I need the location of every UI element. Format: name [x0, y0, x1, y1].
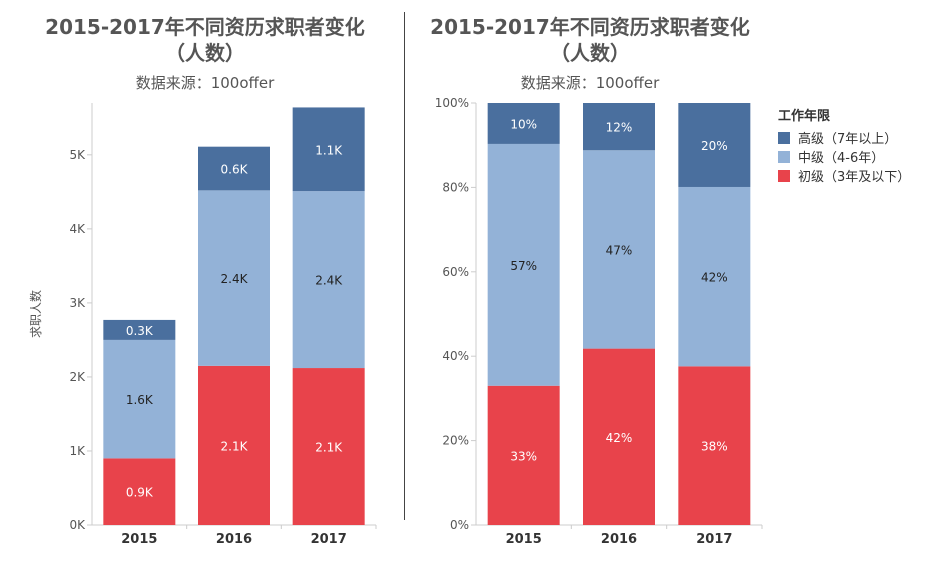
legend-item-junior[interactable]: 初级（3年及以下） — [778, 166, 910, 185]
chart1-bar-2015-2 — [487, 103, 560, 144]
chart0-data-label: 2.1K — [315, 441, 343, 455]
chart1-xtick-label: 2016 — [601, 532, 637, 547]
chart1-data-label: 57% — [510, 259, 537, 273]
chart1-data-label: 12% — [606, 121, 633, 135]
legend: 工作年限 高级（7年以上） 中级（4-6年） 初级（3年及以下） — [778, 105, 910, 185]
chart0-bar-2015-0 — [103, 458, 176, 525]
chart0-ytick-label: 5K — [69, 148, 86, 162]
legend-swatch-mid — [778, 150, 790, 163]
chart0-bar-2016-1 — [198, 190, 270, 366]
legend-item-senior[interactable]: 高级（7年以上） — [778, 128, 910, 147]
chart0-data-label: 1.1K — [315, 143, 343, 157]
chart1-bar-2017-1 — [678, 186, 751, 367]
chart1-data-label: 42% — [606, 431, 633, 445]
chart1-bar-2015-1 — [487, 143, 560, 386]
chart1-bar-2016-2 — [583, 103, 655, 151]
legend-title: 工作年限 — [778, 109, 831, 124]
chart0-bar-2017-1 — [292, 191, 365, 369]
chart1-bar-2017-0 — [678, 366, 751, 525]
chart0-ytick-label: 2K — [69, 370, 86, 384]
chart1-ytick-label: 60% — [442, 265, 469, 279]
chart1-xtick-label: 2015 — [506, 532, 542, 547]
chart0-data-label: 0.3K — [126, 324, 154, 338]
chart1-bar-2017-2 — [678, 103, 751, 187]
left-chart-title: 2015-2017年不同资历求职者变化 （人数） — [40, 14, 370, 66]
chart0-ytick-label: 4K — [69, 222, 86, 236]
chart1-data-label: 47% — [606, 243, 633, 257]
chart0-bar-2017-2 — [292, 107, 365, 192]
left-chart-title-line2: （人数） — [165, 41, 245, 65]
panel-divider — [404, 12, 405, 520]
chart0-bar-2015-2 — [103, 319, 176, 340]
left-chart-title-line1: 2015-2017年不同资历求职者变化 — [45, 15, 365, 39]
chart1-ytick-label: 20% — [442, 434, 469, 448]
chart1-bar-2016-0 — [583, 348, 655, 525]
chart1-ytick-label: 80% — [442, 180, 469, 194]
chart0-xtick-label: 2017 — [311, 532, 347, 547]
chart1-data-label: 42% — [701, 271, 728, 285]
chart1-ytick-label: 100% — [435, 96, 469, 110]
right-chart-title: 2015-2017年不同资历求职者变化 （人数） — [425, 14, 755, 66]
left-chart-source: 数据来源：100offer — [135, 74, 275, 92]
right-chart-title-line2: （人数） — [550, 41, 630, 65]
chart0-data-label: 0.9K — [126, 486, 154, 500]
chart0-ylabel: 求职人数 — [28, 290, 43, 338]
legend-label-mid: 中级（4-6年） — [798, 151, 885, 166]
chart1-data-label: 10% — [510, 117, 537, 131]
chart0-data-label: 2.4K — [221, 272, 249, 286]
chart0-ytick-label: 0K — [69, 518, 86, 532]
chart1-data-label: 33% — [510, 449, 537, 463]
chart0-data-label: 2.4K — [315, 274, 343, 288]
chart0-bar-2015-1 — [103, 339, 176, 459]
right-chart-source: 数据来源：100offer — [520, 74, 660, 92]
chart0-ytick-label: 3K — [69, 296, 86, 310]
chart1-bar-2016-1 — [583, 150, 655, 349]
legend-swatch-senior — [778, 131, 790, 144]
chart1-xtick-label: 2017 — [696, 532, 732, 547]
chart0-ytick-label: 1K — [69, 444, 86, 458]
chart0-data-label: 0.6K — [221, 163, 249, 177]
chart1-bar-2015-0 — [487, 385, 560, 525]
legend-item-mid[interactable]: 中级（4-6年） — [778, 147, 910, 166]
chart0-bar-2016-2 — [198, 146, 270, 191]
chart1-data-label: 38% — [701, 440, 728, 454]
right-chart-title-line1: 2015-2017年不同资历求职者变化 — [430, 15, 750, 39]
chart0-data-label: 1.6K — [126, 393, 154, 407]
chart0-xtick-label: 2015 — [121, 532, 157, 547]
chart0-bar-2016-0 — [198, 365, 270, 525]
legend-label-junior: 初级（3年及以下） — [798, 170, 911, 185]
chart0-data-label: 2.1K — [221, 439, 249, 453]
chart1-ytick-label: 0% — [450, 518, 469, 532]
chart1-ytick-label: 40% — [442, 349, 469, 363]
chart1-data-label: 20% — [701, 139, 728, 153]
legend-label-senior: 高级（7年以上） — [798, 132, 898, 147]
chart0-bar-2017-0 — [292, 368, 365, 525]
legend-swatch-junior — [778, 169, 790, 182]
chart0-xtick-label: 2016 — [216, 532, 252, 547]
